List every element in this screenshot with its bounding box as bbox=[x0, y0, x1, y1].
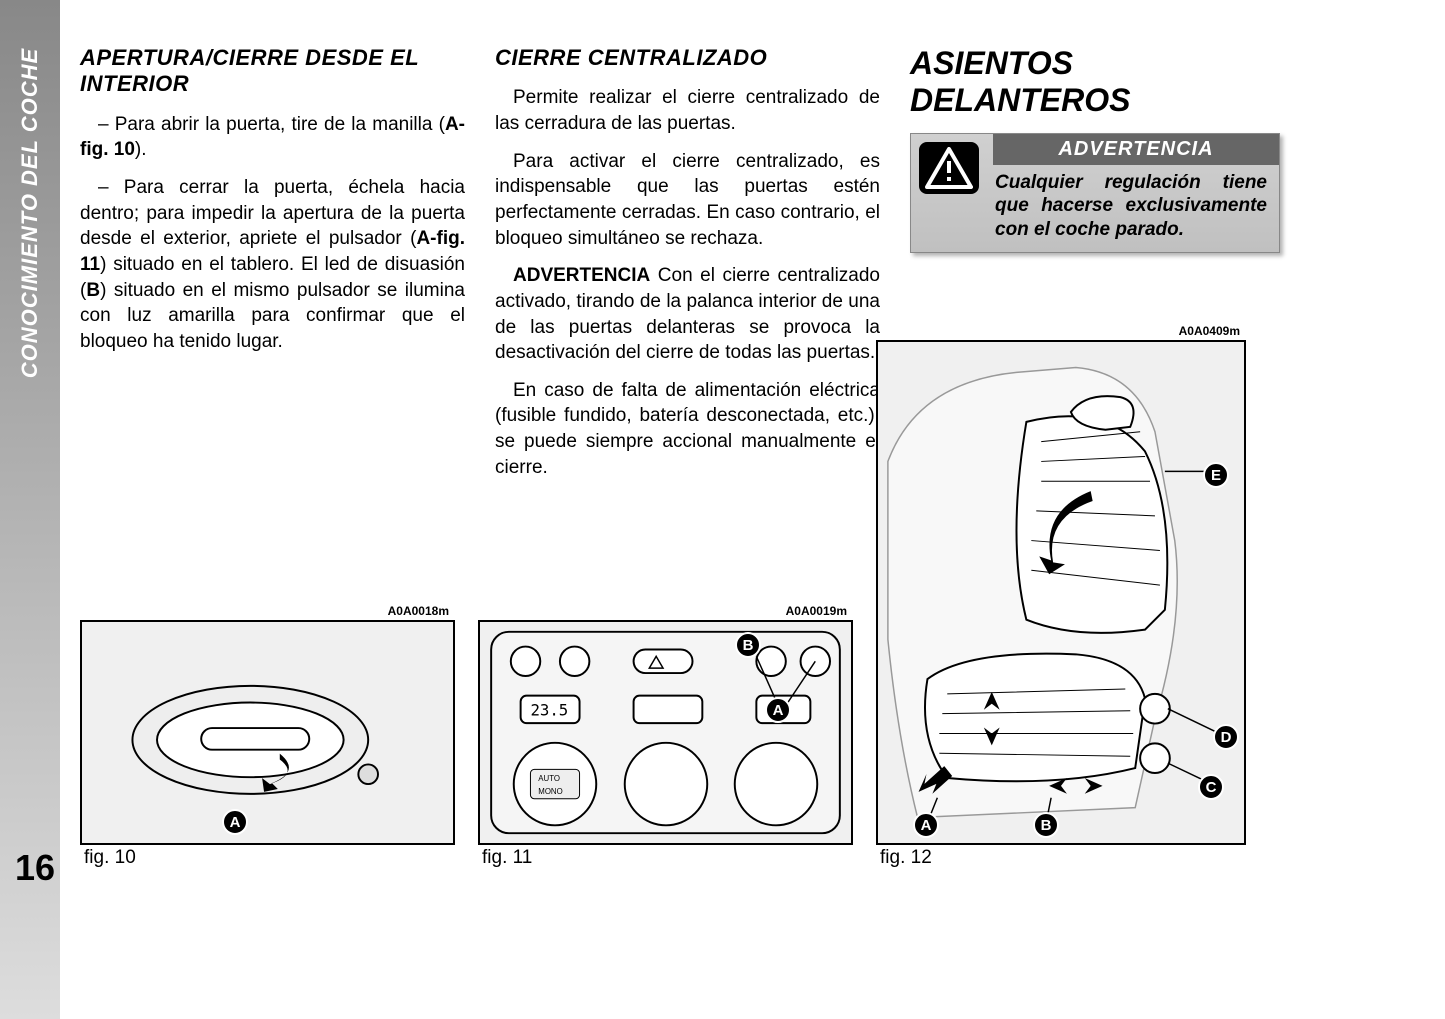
figure-code: A0A0018m bbox=[388, 604, 449, 618]
callout-B: B bbox=[735, 632, 761, 658]
figure-code: A0A0019m bbox=[786, 604, 847, 618]
col2-p3: ADVERTENCIA Con el cierre centralizado a… bbox=[495, 263, 880, 366]
text: ). bbox=[135, 139, 147, 160]
figure-label: fig. 10 bbox=[84, 847, 136, 869]
figure-11: A0A0019m 23.5 AUTO MONO B A fig. 11 bbox=[478, 620, 853, 845]
col2-p1: Permite realizar el cierre centralizado … bbox=[495, 85, 880, 136]
col1-heading: APERTURA/CIERRE DESDE EL INTERIOR bbox=[80, 45, 465, 98]
col3-heading: ASIENTOS DELANTEROS bbox=[910, 45, 1280, 119]
figure-label: fig. 12 bbox=[880, 847, 932, 869]
callout-D: D bbox=[1213, 724, 1239, 750]
col1-p2: – Para cerrar la puerta, échela hacia de… bbox=[80, 175, 465, 354]
warning-header: ADVERTENCIA bbox=[993, 134, 1279, 165]
bold-heading: ADVERTENCIA bbox=[513, 265, 650, 286]
svg-text:MONO: MONO bbox=[538, 787, 562, 796]
column-2: CIERRE CENTRALIZADO Permite realizar el … bbox=[495, 45, 880, 492]
text: ) situado en el mismo pulsador se ilumin… bbox=[80, 280, 465, 352]
svg-text:AUTO: AUTO bbox=[538, 774, 560, 783]
callout-A: A bbox=[222, 809, 248, 835]
col2-p2: Para activar el cierre centralizado, es … bbox=[495, 149, 880, 252]
figure-illustration: 23.5 AUTO MONO B A bbox=[480, 622, 851, 843]
figure-illustration: E D C A B bbox=[878, 342, 1244, 843]
col1-p1: – Para abrir la puerta, tire de la manil… bbox=[80, 112, 465, 163]
side-tab-label: CONOCIMIENTO DEL COCHE bbox=[17, 48, 43, 378]
page-number: 16 bbox=[15, 847, 55, 889]
callout-C: C bbox=[1198, 774, 1224, 800]
callout-A: A bbox=[913, 812, 939, 838]
callout-B: B bbox=[1033, 812, 1059, 838]
bold-ref: B bbox=[86, 280, 100, 301]
warning-icon bbox=[919, 142, 979, 194]
text: – Para abrir la puerta, tire de la manil… bbox=[98, 114, 445, 135]
figure-code: A0A0409m bbox=[1179, 324, 1240, 338]
figure-10: A0A0018m A fig. 10 bbox=[80, 620, 455, 845]
figure-label: fig. 11 bbox=[482, 847, 532, 869]
figure-illustration: A bbox=[82, 622, 453, 843]
warning-box: ADVERTENCIA Cualquier regulación tiene q… bbox=[910, 133, 1280, 253]
figure-12: A0A0409m E D C A B fig. 12 bbox=[876, 340, 1246, 845]
column-1: APERTURA/CIERRE DESDE EL INTERIOR – Para… bbox=[80, 45, 465, 492]
svg-text:23.5: 23.5 bbox=[530, 700, 568, 719]
text: – Para cerrar la puerta, échela hacia de… bbox=[80, 177, 465, 249]
callout-E: E bbox=[1203, 462, 1229, 488]
callout-A: A bbox=[765, 697, 791, 723]
col2-p4: En caso de falta de alimentación eléctri… bbox=[495, 378, 880, 481]
col2-heading: CIERRE CENTRALIZADO bbox=[495, 45, 880, 71]
